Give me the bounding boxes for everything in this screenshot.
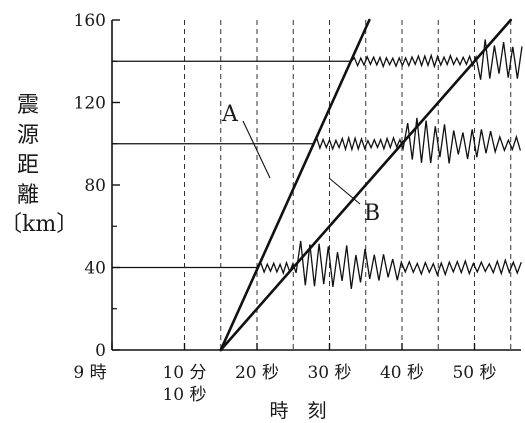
line-labels: AB <box>221 102 380 226</box>
seismogram-100km <box>112 117 522 164</box>
y-axis-label-char-3: 距 <box>16 153 39 178</box>
x-tick-label: 9 時 <box>73 363 106 383</box>
axes <box>111 19 521 351</box>
x-axis-label: 時 刻 <box>269 400 326 422</box>
y-tick-label: 120 <box>74 94 106 114</box>
grid-lines <box>184 20 512 350</box>
seismogram-40km <box>112 240 522 289</box>
leader-B <box>328 177 361 205</box>
seismogram-140km <box>112 39 523 80</box>
travel-time-lines <box>219 18 513 352</box>
x-tick-label: 10 分 <box>162 363 206 383</box>
x-tick-label: 10 秒 <box>162 385 206 405</box>
x-tick-label: 50 秒 <box>452 363 496 383</box>
y-axis-label-char-1: 震 <box>16 93 39 118</box>
y-tick-label: 0 <box>95 341 106 361</box>
x-tick-label: 40 秒 <box>380 363 424 383</box>
y-axis-unit: 〔km〕 <box>0 212 79 237</box>
x-tick-label: 20 秒 <box>235 363 279 383</box>
y-tick-label: 40 <box>84 259 106 279</box>
label-B: B <box>364 201 380 226</box>
y-axis-label-char-2: 源 <box>16 123 39 148</box>
series-line-A <box>219 18 371 352</box>
leader-A <box>242 120 271 179</box>
series-line-B <box>219 18 513 352</box>
label-A: A <box>221 102 239 127</box>
x-tick-label: 30 秒 <box>307 363 351 383</box>
y-tick-label: 80 <box>84 176 106 196</box>
y-tick-label: 160 <box>74 11 106 31</box>
y-axis-label-char-4: 離 <box>16 183 39 208</box>
